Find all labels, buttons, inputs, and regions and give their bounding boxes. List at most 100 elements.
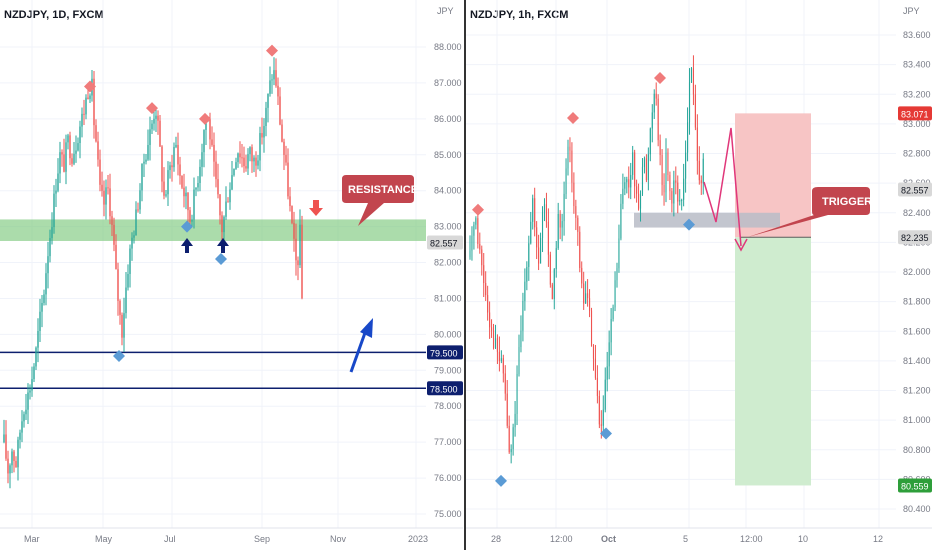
hourly-candles: [469, 55, 704, 464]
candle-body: [541, 212, 544, 238]
candle-body: [155, 115, 157, 119]
candle-body: [141, 163, 143, 191]
candle-body: [273, 70, 275, 80]
candle-body: [33, 366, 35, 380]
time-tick-label: 10: [798, 534, 808, 544]
candle-body: [494, 338, 497, 348]
candle-body: [557, 213, 559, 249]
candle-body: [518, 346, 520, 374]
candle-body: [17, 439, 19, 468]
candle-body: [540, 237, 542, 264]
candle-body: [173, 146, 175, 168]
price-tick-label: 81.600: [903, 326, 931, 336]
candle-body: [77, 143, 79, 151]
price-tag: 82.557: [901, 185, 929, 195]
candle-body: [555, 248, 557, 270]
candle-body: [209, 118, 211, 140]
price-tag: 80.559: [901, 481, 929, 491]
price-tick-label: 80.800: [903, 445, 931, 455]
candle-body: [575, 206, 577, 218]
candle-body: [41, 302, 43, 312]
price-tick-label: 79.000: [434, 365, 462, 375]
time-tick-label: 12:00: [740, 534, 763, 544]
candle-body: [573, 182, 575, 207]
candle-body: [673, 180, 675, 204]
price-tick-label: 87.000: [434, 78, 462, 88]
candle-body: [147, 144, 149, 160]
daily-chart-panel: NZDJPY, 1D, FXCM JPY RESISTANCE 88.000 87…: [0, 0, 463, 550]
candle-body: [111, 216, 113, 225]
candle-body: [526, 266, 528, 282]
swing-high-marker: [654, 71, 666, 84]
price-tag-box: [898, 478, 932, 493]
time-tick-label: Nov: [330, 534, 347, 544]
candle-body: [700, 180, 702, 184]
candle-body: [508, 425, 510, 453]
candle-body: [205, 121, 207, 130]
candle-body: [293, 222, 295, 239]
candle-body: [675, 180, 677, 183]
candle-body: [489, 312, 491, 328]
swing-low-marker: [113, 349, 125, 362]
candle-body: [99, 159, 101, 185]
candle-body: [193, 189, 195, 220]
candle-body: [31, 379, 33, 391]
candle-body: [199, 166, 201, 184]
candle-body: [581, 267, 583, 284]
candle-body: [229, 189, 231, 203]
candle-body: [25, 409, 27, 415]
candle-body: [87, 97, 89, 99]
candle-body: [522, 301, 524, 331]
candle-body: [579, 231, 581, 268]
candle-body: [119, 300, 121, 315]
candle-body: [571, 150, 573, 183]
candle-body: [651, 112, 653, 129]
price-tick-label: 83.600: [903, 30, 931, 40]
candle-body: [530, 221, 532, 244]
candle-body: [636, 186, 638, 194]
price-tick-label: 82.400: [903, 208, 931, 218]
candle-body: [471, 235, 473, 251]
candle-body: [219, 194, 221, 216]
candle-body: [123, 313, 125, 338]
candle-body: [690, 68, 693, 83]
level-price-tag-box: [427, 381, 463, 396]
candle-body: [610, 318, 612, 343]
candle-body: [95, 125, 97, 142]
daily-chart-title: NZDJPY, 1D, FXCM: [4, 9, 104, 21]
candle-body: [506, 393, 508, 426]
take-profit-zone: [735, 237, 811, 486]
bounce-up-arrow: [217, 238, 229, 253]
daily-chart-background: [0, 0, 463, 550]
candle-body: [107, 187, 109, 189]
time-tick-label: Jul: [164, 534, 176, 544]
candle-body: [630, 174, 632, 188]
candle-body: [251, 147, 253, 162]
price-tick-label: 88.000: [434, 42, 462, 52]
candle-body: [93, 78, 95, 126]
candle-body: [55, 190, 57, 194]
candle-body: [281, 124, 283, 142]
candle-body: [53, 193, 55, 228]
candle-body: [179, 164, 181, 176]
candle-body: [269, 80, 271, 94]
price-tick-label: 81.800: [903, 297, 931, 307]
price-tick-label: 83.400: [903, 60, 931, 70]
candle-body: [491, 327, 493, 331]
candle-body: [510, 449, 512, 453]
projected-path: [703, 127, 742, 247]
price-tick-label: 81.000: [903, 415, 931, 425]
price-tick-label: 75.000: [434, 509, 462, 519]
candle-body: [614, 280, 616, 308]
swing-low-marker: [495, 474, 507, 487]
candle-body: [659, 140, 661, 156]
hourly-swing-markers: [472, 71, 695, 487]
support-levels: [0, 351, 426, 390]
candle-body: [604, 379, 606, 410]
candle-body: [632, 152, 634, 175]
candle-body: [161, 146, 163, 182]
candle-body: [165, 194, 167, 196]
candle-body: [195, 187, 197, 190]
candle-body: [563, 193, 565, 222]
